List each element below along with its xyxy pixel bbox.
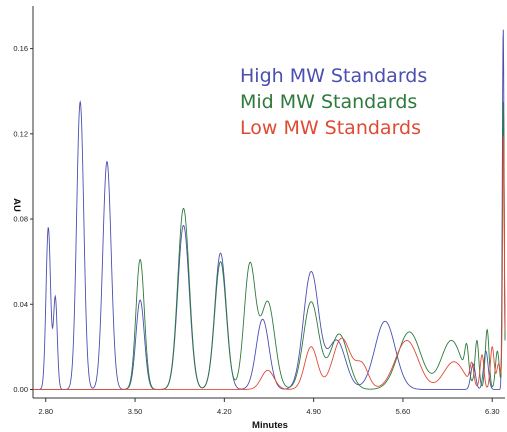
x-axis-label: Minutes bbox=[252, 420, 288, 431]
legend-entry: High MW Standards bbox=[240, 65, 427, 87]
y-tick-label: 0.00 bbox=[13, 385, 28, 394]
y-tick-label: 0.12 bbox=[13, 129, 28, 138]
legend: High MW Standards Mid MW Standards Low MW … bbox=[240, 65, 427, 139]
y-tick-label: 0.04 bbox=[13, 300, 28, 309]
y-axis: 0.00 0.04 0.08 0.12 0.16 bbox=[13, 44, 33, 394]
x-tick-label: 4.20 bbox=[217, 407, 232, 416]
x-tick-label: 3.50 bbox=[128, 407, 143, 416]
x-tick-label: 5.60 bbox=[396, 407, 411, 416]
series-layer bbox=[33, 29, 506, 390]
legend-entry: Mid MW Standards bbox=[240, 91, 417, 113]
x-tick-label: 2.80 bbox=[38, 407, 53, 416]
x-axis: 2.80 3.50 4.20 4.90 5.60 6.30 bbox=[38, 398, 500, 416]
x-tick-label: 4.90 bbox=[306, 407, 321, 416]
series-line bbox=[33, 136, 506, 390]
legend-entry: Low MW Standards bbox=[240, 117, 421, 139]
y-tick-label: 0.16 bbox=[13, 44, 28, 53]
plot-frame bbox=[32, 6, 505, 399]
series-line bbox=[33, 29, 506, 390]
y-tick-label: 0.08 bbox=[13, 215, 28, 224]
y-axis-label: AU bbox=[11, 198, 22, 212]
x-tick-label: 6.30 bbox=[485, 407, 500, 416]
